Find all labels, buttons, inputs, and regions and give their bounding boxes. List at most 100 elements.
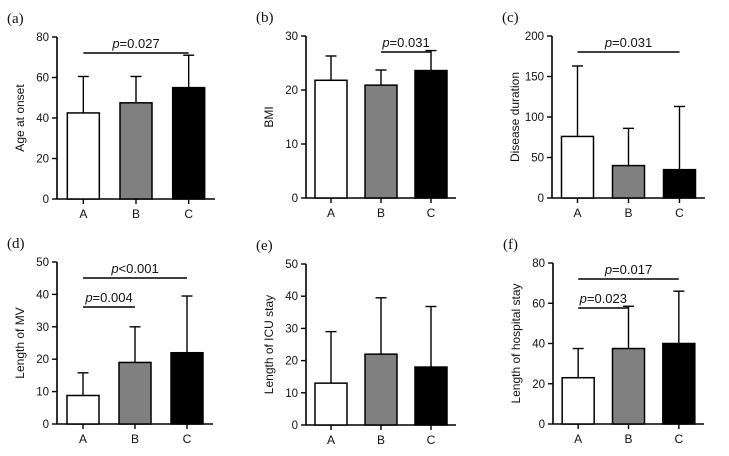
panel-label: (d) <box>7 236 25 252</box>
y-tick-label: 0 <box>43 419 49 431</box>
y-tick-label: 20 <box>285 356 298 368</box>
y-tick-label: 0 <box>292 193 298 205</box>
x-category-label: A <box>574 432 582 446</box>
x-category-label: A <box>573 206 581 220</box>
x-category-label: C <box>183 432 192 446</box>
x-category-label: A <box>79 207 87 221</box>
panel-label: (c) <box>502 10 519 26</box>
x-category-label: B <box>131 432 139 446</box>
bar <box>66 394 100 425</box>
y-tick-label: 40 <box>285 291 298 303</box>
x-category-label: A <box>327 206 335 220</box>
p-value: =0.031 <box>612 35 652 50</box>
bar <box>170 351 204 425</box>
p-value: =0.004 <box>93 290 133 305</box>
y-tick-label: 150 <box>525 72 544 84</box>
y-tick-label: 0 <box>539 419 545 431</box>
panel-label: (f) <box>503 237 518 253</box>
x-category-label: A <box>79 432 87 446</box>
y-tick-label: 10 <box>36 387 49 399</box>
y-tick-label: 0 <box>43 194 49 206</box>
bar <box>314 79 348 199</box>
y-tick-label: 200 <box>525 31 544 43</box>
x-category-label: C <box>674 432 683 446</box>
y-tick-label: 80 <box>36 32 49 44</box>
bar <box>611 164 646 199</box>
y-tick-label: 10 <box>285 139 298 151</box>
x-category-label: B <box>624 432 632 446</box>
bar <box>662 342 696 425</box>
p-value: =0.027 <box>120 36 160 51</box>
chart-panel: (a) Age at onset 0 20 40 60 80 A B Cp=0.027 <box>7 11 215 221</box>
y-axis-title: BMI <box>262 106 276 127</box>
chart-panel: (c) Disease duration 0 50 100 150 200 A B Cp=0.03… <box>502 10 705 220</box>
significance-label: p=0.004 <box>84 290 132 305</box>
y-tick-label: 50 <box>531 153 544 165</box>
y-axis-title: Length of MV <box>13 307 27 378</box>
significance-label: p=0.017 <box>604 262 652 277</box>
y-axis-title: Age at onset <box>13 84 27 152</box>
y-axis-title: Length of ICU stay <box>262 295 276 394</box>
y-tick-label: 100 <box>525 112 544 124</box>
bar <box>561 376 595 425</box>
p-symbol: p <box>604 262 612 277</box>
bar <box>118 361 152 425</box>
bar <box>364 84 398 199</box>
x-category-label: B <box>132 207 140 221</box>
y-tick-label: 60 <box>36 73 49 85</box>
y-tick-label: 20 <box>532 379 545 391</box>
significance-label: p=0.027 <box>111 36 159 51</box>
x-category-label: C <box>675 206 684 220</box>
p-value: =0.031 <box>390 35 430 50</box>
p-value: =0.017 <box>612 262 652 277</box>
bar <box>119 102 153 200</box>
p-symbol: p <box>381 35 389 50</box>
y-tick-label: 30 <box>285 31 298 43</box>
x-category-label: B <box>377 433 385 447</box>
y-tick-label: 50 <box>36 257 49 269</box>
bar <box>364 353 398 426</box>
y-tick-label: 0 <box>538 193 544 205</box>
y-tick-label: 40 <box>532 339 545 351</box>
bar <box>560 135 595 199</box>
significance-label: p=0.023 <box>579 291 627 306</box>
p-symbol: p <box>579 291 587 306</box>
panel-label: (e) <box>256 238 273 254</box>
y-tick-label: 0 <box>292 420 298 432</box>
significance-label: p=0.031 <box>381 35 429 50</box>
panel-label: (b) <box>256 10 274 26</box>
y-tick-label: 20 <box>36 154 49 166</box>
chart-panel: (b) BMI 0 10 20 30 A B Cp=0.031 <box>256 10 456 220</box>
y-tick-label: 60 <box>532 298 545 310</box>
y-axis-title: Length of hospital stay <box>509 283 523 403</box>
y-tick-label: 40 <box>36 113 49 125</box>
p-symbol: p <box>84 290 92 305</box>
bar <box>171 86 206 200</box>
significance-label: p<0.001 <box>110 261 158 276</box>
x-category-label: A <box>327 433 335 447</box>
x-category-label: C <box>427 206 436 220</box>
bar <box>414 366 448 426</box>
chart-panel: (e) Length of ICU stay 0 10 20 30 40 50 A B C <box>256 238 456 447</box>
y-tick-label: 40 <box>36 289 49 301</box>
y-axis-title: Disease duration <box>508 72 522 162</box>
bar <box>314 382 348 426</box>
x-category-label: C <box>184 207 193 221</box>
bar <box>662 168 697 199</box>
y-tick-label: 30 <box>285 323 298 335</box>
y-tick-label: 50 <box>285 259 298 271</box>
x-category-label: B <box>624 206 632 220</box>
panel-label: (a) <box>7 11 24 27</box>
bar <box>66 112 101 200</box>
p-symbol: p <box>604 35 612 50</box>
x-category-label: B <box>377 206 385 220</box>
p-value: <0.001 <box>119 261 159 276</box>
significance-label: p=0.031 <box>604 35 652 50</box>
p-symbol: p <box>111 36 119 51</box>
bar <box>414 69 448 199</box>
bar <box>611 347 646 425</box>
y-tick-label: 20 <box>285 85 298 97</box>
y-tick-label: 80 <box>532 258 545 270</box>
